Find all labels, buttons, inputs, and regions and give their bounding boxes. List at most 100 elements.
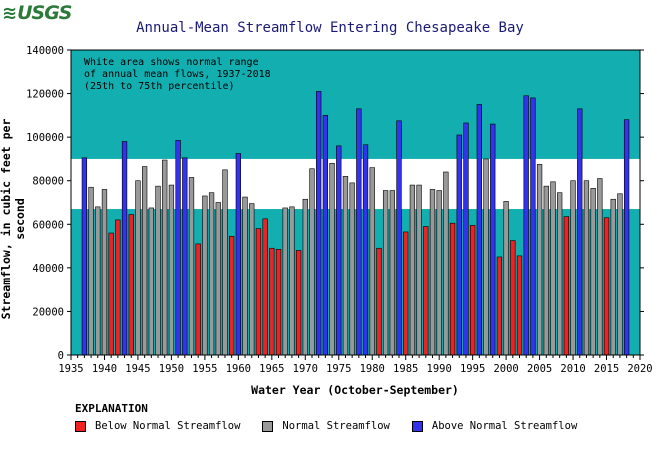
bar-1987 xyxy=(416,184,422,356)
bar-1953 xyxy=(188,177,195,356)
bar-1958 xyxy=(222,169,228,356)
y-tick-label-140000: 140000 xyxy=(26,45,64,57)
bar-1937 xyxy=(81,157,88,356)
y-tick-label-20000: 20000 xyxy=(32,306,64,318)
bar-1976 xyxy=(342,176,349,356)
bar-1957 xyxy=(215,202,221,356)
bar-2016 xyxy=(610,198,616,356)
bar-1939 xyxy=(95,206,101,356)
bar-2010 xyxy=(570,180,576,356)
bar-1949 xyxy=(162,159,168,356)
legend-heading: EXPLANATION xyxy=(75,402,148,415)
bar-2008 xyxy=(557,192,563,356)
bar-1940 xyxy=(101,189,108,356)
bar-1962 xyxy=(249,203,255,356)
bar-2011 xyxy=(577,108,583,356)
x-tick-label-1980: 1980 xyxy=(360,363,385,375)
bar-1972 xyxy=(316,91,322,356)
bar-1947 xyxy=(148,207,154,356)
bar-1977 xyxy=(349,182,355,356)
bar-1942 xyxy=(115,219,121,356)
legend: Below Normal Streamflow Normal Streamflo… xyxy=(75,420,577,432)
x-tick-label-2010: 2010 xyxy=(560,363,585,375)
y-tick-label-0: 0 xyxy=(58,350,64,362)
x-tick-label-1960: 1960 xyxy=(226,363,251,375)
bar-1973 xyxy=(322,115,329,356)
y-tick-label-80000: 80000 xyxy=(32,176,64,188)
x-tick-label-1965: 1965 xyxy=(259,363,284,375)
bar-1944 xyxy=(128,214,134,356)
bar-2009 xyxy=(563,216,570,356)
bar-1960 xyxy=(235,153,241,356)
bar-1971 xyxy=(309,168,315,356)
x-tick-label-2020: 2020 xyxy=(627,363,652,375)
bar-1964 xyxy=(262,218,268,356)
chart-title: Annual-Mean Streamflow Entering Chesapea… xyxy=(136,20,524,36)
plot-frame xyxy=(70,49,641,356)
bar-2006 xyxy=(543,185,549,356)
bar-1951 xyxy=(175,140,181,356)
bar-1945 xyxy=(135,180,141,356)
bar-1965 xyxy=(269,247,275,356)
bar-1961 xyxy=(242,196,248,356)
bar-2007 xyxy=(550,181,556,356)
bar-2004 xyxy=(530,97,536,356)
legend-swatch-normal xyxy=(262,420,274,432)
y-tick-label-120000: 120000 xyxy=(26,89,64,101)
bar-1966 xyxy=(275,249,282,356)
bar-1946 xyxy=(141,166,148,356)
x-tick-label-1945: 1945 xyxy=(125,363,150,375)
x-tick-label-2000: 2000 xyxy=(493,363,518,375)
bar-1979 xyxy=(362,144,369,356)
legend-label-above: Above Normal Streamflow xyxy=(431,420,578,432)
bar-2017 xyxy=(617,193,623,356)
legend-swatch-above xyxy=(411,420,423,432)
bar-1993 xyxy=(456,134,462,356)
bar-2015 xyxy=(603,217,610,356)
bar-1998 xyxy=(490,123,496,356)
bar-1975 xyxy=(336,145,342,356)
bar-1990 xyxy=(436,190,442,356)
x-tick-label-1940: 1940 xyxy=(92,363,117,375)
bar-1980 xyxy=(369,167,375,356)
x-tick-label-1985: 1985 xyxy=(393,363,418,375)
y-tick-label-40000: 40000 xyxy=(32,263,64,275)
y-axis-label: Streamflow, in cubic feet per second xyxy=(0,118,27,320)
legend-item-normal: Normal Streamflow xyxy=(262,420,390,432)
x-tick-label-1950: 1950 xyxy=(159,363,184,375)
bar-1999 xyxy=(496,256,503,356)
bar-1959 xyxy=(229,235,235,356)
bar-1938 xyxy=(88,186,94,356)
legend-item-above: Above Normal Streamflow xyxy=(411,420,578,432)
x-tick-label-1990: 1990 xyxy=(427,363,452,375)
bar-1991 xyxy=(443,171,449,356)
bar-1948 xyxy=(155,185,161,356)
bar-1984 xyxy=(396,120,402,356)
normal-range-annotation: White area shows normal range of annual … xyxy=(84,57,271,92)
bar-1950 xyxy=(168,184,175,356)
bar-1955 xyxy=(202,195,208,356)
bar-2018 xyxy=(623,119,630,356)
x-tick-label-2015: 2015 xyxy=(594,363,619,375)
bar-1982 xyxy=(382,190,389,356)
bar-1943 xyxy=(121,141,128,356)
bar-2013 xyxy=(590,188,596,356)
bar-1974 xyxy=(329,162,335,356)
bar-1985 xyxy=(403,231,409,356)
bar-1989 xyxy=(429,189,436,356)
bar-1963 xyxy=(255,228,262,356)
bar-1983 xyxy=(389,190,395,356)
bar-1997 xyxy=(483,158,489,356)
legend-item-below: Below Normal Streamflow xyxy=(75,420,240,432)
usgs-logo: ≋ USGS xyxy=(2,2,73,24)
bar-1969 xyxy=(295,250,302,356)
x-tick-label-1970: 1970 xyxy=(293,363,318,375)
bar-1954 xyxy=(195,243,201,356)
bar-2014 xyxy=(597,178,603,356)
usgs-wave-icon: ≋ xyxy=(2,2,17,24)
bar-1981 xyxy=(376,247,382,356)
bar-1968 xyxy=(289,206,295,356)
bar-1996 xyxy=(476,104,482,356)
bar-1952 xyxy=(182,157,188,356)
